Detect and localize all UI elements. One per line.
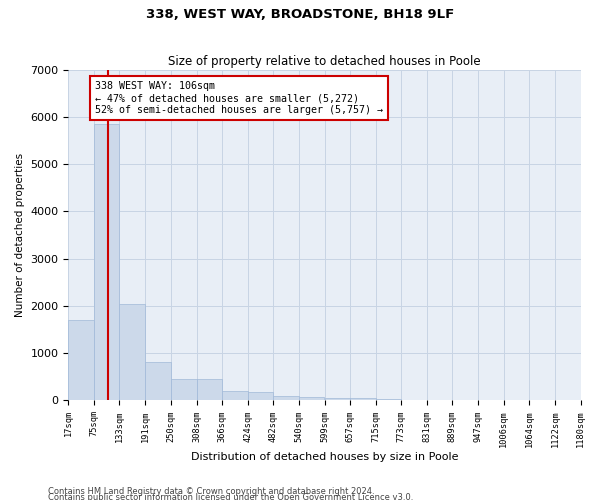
Bar: [248, 392, 273, 400]
Bar: [119, 304, 145, 400]
Bar: [299, 396, 324, 400]
X-axis label: Distribution of detached houses by size in Poole: Distribution of detached houses by size …: [191, 452, 458, 462]
Text: 338 WEST WAY: 106sqm
← 47% of detached houses are smaller (5,272)
52% of semi-de: 338 WEST WAY: 106sqm ← 47% of detached h…: [95, 82, 383, 114]
Text: 338, WEST WAY, BROADSTONE, BH18 9LF: 338, WEST WAY, BROADSTONE, BH18 9LF: [146, 8, 454, 20]
Bar: [350, 398, 376, 400]
Y-axis label: Number of detached properties: Number of detached properties: [15, 153, 25, 317]
Bar: [94, 124, 119, 400]
Bar: [68, 320, 94, 400]
Title: Size of property relative to detached houses in Poole: Size of property relative to detached ho…: [168, 56, 481, 68]
Bar: [171, 379, 197, 400]
Bar: [376, 398, 401, 400]
Bar: [145, 362, 170, 401]
Text: Contains HM Land Registry data © Crown copyright and database right 2024.: Contains HM Land Registry data © Crown c…: [48, 486, 374, 496]
Bar: [222, 391, 248, 400]
Text: Contains public sector information licensed under the Open Government Licence v3: Contains public sector information licen…: [48, 493, 413, 500]
Bar: [197, 379, 222, 400]
Bar: [273, 396, 299, 400]
Bar: [325, 398, 350, 400]
